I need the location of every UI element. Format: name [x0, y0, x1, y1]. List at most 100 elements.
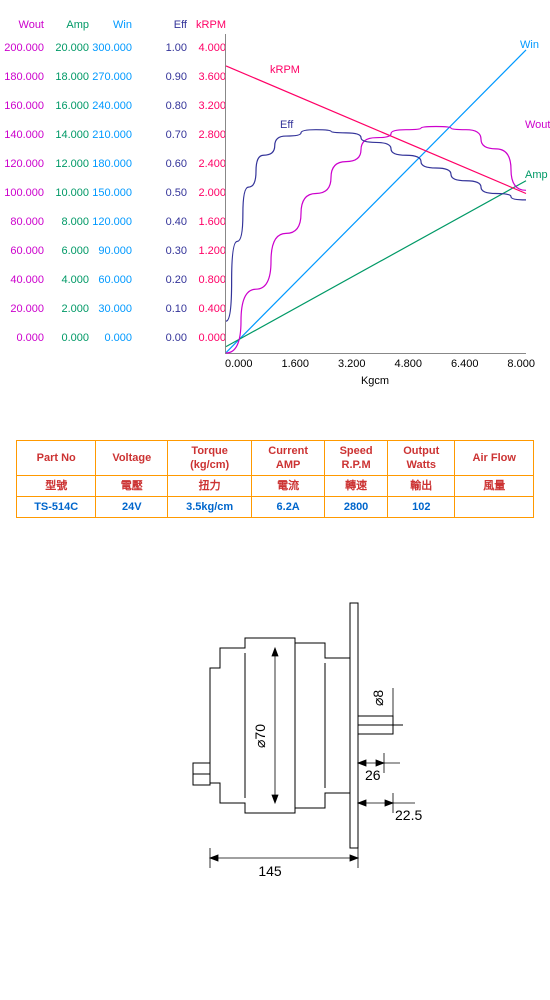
series-krpm — [226, 66, 526, 194]
series-label-krpm: kRPM — [270, 64, 300, 76]
x-tick: 1.600 — [281, 358, 309, 370]
drawing-svg: 145 22.5 26 ⌀8 ⌀70 — [125, 588, 425, 888]
x-tick: 3.200 — [338, 358, 366, 370]
axis-tick: 60.000 — [2, 237, 44, 266]
series-wout — [226, 127, 526, 353]
axis-tick: 0.000 — [184, 324, 226, 353]
table-cell: 2800 — [325, 497, 388, 518]
axis-tick: 0.30 — [145, 237, 187, 266]
dim-body-dia: ⌀70 — [252, 724, 268, 748]
axis-wout: Wout 200.000180.000160.000140.000120.0001… — [2, 18, 44, 353]
table-header-en: Part NoVoltageTorque(kg/cm)CurrentAMPSpe… — [17, 441, 534, 476]
axis-tick: 16.000 — [47, 92, 89, 121]
table-cell: 24V — [96, 497, 168, 518]
axis-tick: 1.00 — [145, 34, 187, 63]
axis-tick: 0.000 — [2, 324, 44, 353]
table-header-cell: OutputWatts — [388, 441, 455, 476]
axis-tick: 18.000 — [47, 63, 89, 92]
axis-tick: 0.800 — [184, 266, 226, 295]
dim-shaft-dia: ⌀8 — [370, 690, 386, 706]
axis-tick: 2.400 — [184, 150, 226, 179]
axis-tick: 14.000 — [47, 121, 89, 150]
axis-tick: 60.000 — [90, 266, 132, 295]
axis-tick: 0.000 — [47, 324, 89, 353]
axis-tick: 210.000 — [90, 121, 132, 150]
axis-tick: 0.60 — [145, 150, 187, 179]
axis-tick: 0.10 — [145, 295, 187, 324]
axis-header: Amp — [47, 18, 89, 32]
axis-tick: 3.200 — [184, 92, 226, 121]
table-header-cn-cell: 輸出 — [388, 476, 455, 497]
table-header-cn-cell: 扭力 — [168, 476, 252, 497]
axis-tick: 180.000 — [2, 63, 44, 92]
table-header-cell: Air Flow — [455, 441, 534, 476]
axis-tick: 200.000 — [2, 34, 44, 63]
axis-tick: 120.000 — [90, 208, 132, 237]
axis-tick: 270.000 — [90, 63, 132, 92]
table-header-cn-cell: 風量 — [455, 476, 534, 497]
x-tick: 4.800 — [394, 358, 422, 370]
axis-tick: 10.000 — [47, 179, 89, 208]
axis-tick: 0.70 — [145, 121, 187, 150]
table-cell: 3.5kg/cm — [168, 497, 252, 518]
axis-tick: 0.20 — [145, 266, 187, 295]
axis-tick: 30.000 — [90, 295, 132, 324]
axis-header: Eff — [145, 18, 187, 32]
table-cell: TS-514C — [17, 497, 96, 518]
plot-area — [225, 34, 526, 354]
axis-tick: 3.600 — [184, 63, 226, 92]
axis-header: Wout — [2, 18, 44, 32]
series-label-win: Win — [520, 39, 539, 51]
performance-chart: Wout200.000180.000160.000140.000120.0001… — [0, 0, 550, 400]
axis-tick: 140.000 — [2, 121, 44, 150]
table-cell: 6.2A — [252, 497, 325, 518]
table-header-cn-cell: 電流 — [252, 476, 325, 497]
x-tick: 6.400 — [451, 358, 479, 370]
table-cell: 102 — [388, 497, 455, 518]
axis-tick: 20.000 — [47, 34, 89, 63]
table-row: TS-514C24V3.5kg/cm6.2A2800102 — [17, 497, 534, 518]
axis-tick: 80.000 — [2, 208, 44, 237]
table-header-cn-cell: 電壓 — [96, 476, 168, 497]
axis-tick: 0.400 — [184, 295, 226, 324]
axis-tick: 2.000 — [184, 179, 226, 208]
table-header-cn: 型號電壓扭力電流轉速輸出風量 — [17, 476, 534, 497]
table-header-cell: Voltage — [96, 441, 168, 476]
table-cell — [455, 497, 534, 518]
axis-tick: 0.000 — [90, 324, 132, 353]
axis-tick: 100.000 — [2, 179, 44, 208]
axis-tick: 2.800 — [184, 121, 226, 150]
axis-win: Win300.000270.000240.000210.000180.00015… — [90, 18, 132, 353]
axis-tick: 2.000 — [47, 295, 89, 324]
axis-tick: 4.000 — [47, 266, 89, 295]
table-header-cell: SpeedR.P.M — [325, 441, 388, 476]
axis-tick: 90.000 — [90, 237, 132, 266]
axis-header: Win — [90, 18, 132, 32]
x-axis-label: Kgcm — [225, 375, 525, 387]
axis-tick: 0.90 — [145, 63, 187, 92]
x-axis-ticks: 0.0001.6003.2004.8006.4008.000 — [225, 358, 535, 370]
axis-tick: 160.000 — [2, 92, 44, 121]
axis-amp: Amp 20.00018.00016.00014.00012.00010.0008… — [47, 18, 89, 353]
axis-tick: 240.000 — [90, 92, 132, 121]
series-win — [226, 50, 526, 353]
axis-tick: 4.000 — [184, 34, 226, 63]
axis-tick: 0.50 — [145, 179, 187, 208]
engineering-drawing: 145 22.5 26 ⌀8 ⌀70 — [0, 588, 550, 888]
table-header-cell: CurrentAMP — [252, 441, 325, 476]
axis-tick: 8.000 — [47, 208, 89, 237]
axis-tick: 40.000 — [2, 266, 44, 295]
series-label-eff: Eff — [280, 119, 293, 131]
axis-krpm: kRPM4.0003.6003.2002.8002.4002.0001.6001… — [184, 18, 226, 353]
dim-length: 145 — [258, 863, 282, 879]
axis-tick: 0.80 — [145, 92, 187, 121]
axis-tick: 180.000 — [90, 150, 132, 179]
axis-tick: 1.200 — [184, 237, 226, 266]
axis-tick: 120.000 — [2, 150, 44, 179]
table-header-cn-cell: 型號 — [17, 476, 96, 497]
table-header-cell: Torque(kg/cm) — [168, 441, 252, 476]
dim-shaft-step: 26 — [365, 767, 381, 783]
x-tick: 0.000 — [225, 358, 253, 370]
axis-tick: 12.000 — [47, 150, 89, 179]
axis-eff: Eff1.000.900.800.700.600.500.400.300.200… — [145, 18, 187, 353]
